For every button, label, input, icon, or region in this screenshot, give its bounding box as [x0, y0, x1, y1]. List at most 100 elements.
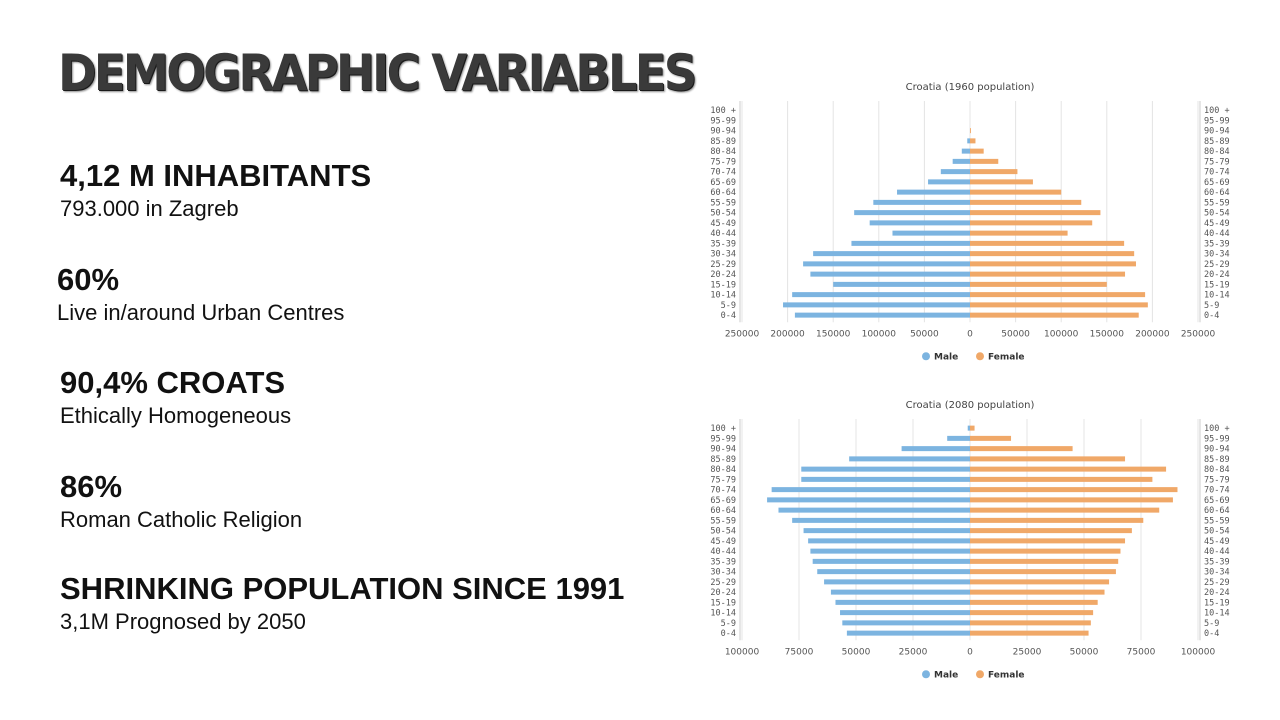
age-label-left: 20-24 [710, 270, 736, 280]
age-label-left: 70-74 [710, 168, 736, 178]
age-label-left: 45-49 [710, 537, 736, 547]
x-tick-label: 50000 [910, 329, 939, 339]
age-label-right: 95-99 [1204, 434, 1230, 444]
bar-male [851, 240, 970, 246]
age-label-right: 5-9 [1204, 619, 1219, 629]
age-label-left: 30-34 [710, 568, 736, 578]
x-tick-label: 50000 [842, 647, 871, 657]
bar-male [803, 261, 970, 267]
age-label-right: 0-4 [1204, 629, 1219, 639]
x-tick-label: 75000 [785, 647, 814, 657]
bar-male [940, 169, 970, 175]
x-tick-label: 25000 [899, 647, 928, 657]
age-label-left: 50-54 [710, 527, 736, 537]
age-label-right: 40-44 [1204, 547, 1230, 557]
bar-female [970, 302, 1148, 308]
age-label-right: 95-99 [1204, 116, 1230, 126]
x-tick-label: 50000 [1070, 647, 1099, 657]
age-label-right: 90-94 [1204, 445, 1230, 455]
age-label-right: 70-74 [1204, 168, 1230, 178]
age-label-right: 55-59 [1204, 516, 1230, 526]
age-label-left: 0-4 [721, 629, 736, 639]
age-label-left: 100 + [710, 424, 736, 434]
age-label-right: 60-64 [1204, 188, 1230, 198]
x-tick-label: 100000 [1044, 329, 1079, 339]
age-label-right: 70-74 [1204, 486, 1230, 496]
bar-male [803, 528, 970, 534]
bar-male [928, 179, 970, 185]
stat-urban: 60% Live in/around Urban Centres [57, 262, 344, 328]
age-label-left: 95-99 [710, 116, 736, 126]
stat-subtext: Ethically Homogeneous [60, 403, 292, 428]
bar-male [854, 210, 970, 216]
x-tick-label: 50000 [1001, 329, 1030, 339]
age-label-left: 10-14 [710, 291, 736, 301]
age-label-left: 65-69 [710, 496, 736, 506]
age-label-right: 35-39 [1204, 239, 1230, 249]
stat-subtext: Roman Catholic Religion [60, 507, 303, 532]
bar-female [970, 599, 1098, 605]
x-tick-label: 100000 [725, 647, 760, 657]
stat-heading: 90,4% CROATS [60, 365, 286, 400]
bar-male [842, 620, 970, 626]
stat-shrinking: SHRINKING POPULATION SINCE 1991 3,1M Pro… [60, 571, 624, 637]
legend-female-marker [976, 670, 984, 679]
pyramid-chart-2080-svg: Croatia (2080 population) 100000 75000 5000… [710, 400, 1230, 680]
bar-female [970, 630, 1089, 636]
age-label-right: 0-4 [1204, 311, 1219, 321]
bar-male [801, 476, 970, 482]
bar-male [771, 487, 970, 493]
stat-religion: 86% Roman Catholic Religion [60, 469, 302, 535]
age-label-right: 100 + [1204, 106, 1230, 116]
age-label-left: 5-9 [721, 301, 736, 311]
age-label-right: 15-19 [1204, 280, 1230, 290]
age-label-left: 25-29 [710, 578, 736, 588]
bar-male [810, 548, 970, 554]
bar-male [783, 302, 970, 308]
bar-male [810, 271, 970, 277]
bar-male [846, 630, 970, 636]
bar-female [970, 476, 1153, 482]
bar-female [970, 138, 976, 144]
age-label-left: 90-94 [710, 127, 736, 137]
bar-male [792, 292, 970, 298]
x-tick-label: 150000 [816, 329, 851, 339]
bar-male [830, 589, 970, 595]
legend-male-marker [922, 670, 930, 679]
stat-heading: 60% [57, 262, 120, 297]
stat-croats: 90,4% CROATS Ethically Homogeneous [60, 365, 291, 431]
age-label-left: 85-89 [710, 137, 736, 147]
pyramid-chart-2080: Croatia (2080 population) 100000 75000 5000… [700, 396, 1240, 691]
age-label-right: 90-94 [1204, 127, 1230, 137]
age-label-left: 35-39 [710, 239, 736, 249]
age-label-left: 60-64 [710, 506, 736, 516]
bar-male [952, 158, 970, 164]
legend-male-marker [922, 352, 930, 361]
bar-female [970, 312, 1139, 318]
stat-subtext: Live in/around Urban Centres [57, 300, 345, 325]
bar-female [970, 158, 999, 164]
bar-female [970, 425, 975, 431]
bar-female [970, 281, 1107, 287]
age-label-right: 85-89 [1204, 137, 1230, 147]
bar-female [970, 292, 1146, 298]
age-label-right: 60-64 [1204, 506, 1230, 516]
age-label-left: 40-44 [710, 229, 736, 239]
bar-female [970, 179, 1033, 185]
age-label-right: 20-24 [1204, 270, 1230, 280]
age-label-left: 30-34 [710, 250, 736, 260]
age-label-left: 25-29 [710, 260, 736, 270]
bar-male [794, 312, 970, 318]
legend-female-label: Female [988, 670, 1025, 680]
chart-title: Croatia (2080 population) [906, 400, 1035, 411]
x-tick-label: 0 [967, 329, 973, 339]
age-label-left: 65-69 [710, 178, 736, 188]
age-label-right: 40-44 [1204, 229, 1230, 239]
bar-female [970, 169, 1018, 175]
stat-inhabitants: 4,12 M INHABITANTS 793.000 in Zagreb [60, 158, 371, 224]
age-label-right: 80-84 [1204, 465, 1230, 475]
bar-female [970, 148, 984, 154]
age-label-right: 25-29 [1204, 578, 1230, 588]
bar-female [970, 610, 1094, 616]
bar-male [897, 189, 970, 195]
